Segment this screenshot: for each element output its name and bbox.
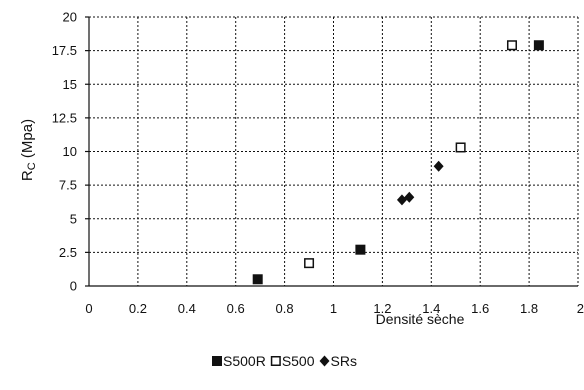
point-s500r-0 bbox=[252, 274, 263, 285]
legend-label-s500r: S500R bbox=[223, 353, 266, 369]
y-tick-label-7: 17.5 bbox=[52, 43, 77, 58]
point-srs-2 bbox=[433, 160, 444, 172]
grid-lines bbox=[89, 16, 579, 286]
x-tick-label-6: 1.2 bbox=[373, 301, 391, 316]
legend-marker-s500 bbox=[270, 356, 281, 366]
x-tick-labels: 0 0.2 0.4 0.6 0.8 1 1.2 1.4 1.6 1.8 2 bbox=[85, 301, 584, 316]
legend: S500R S500 SRs bbox=[212, 353, 357, 369]
x-tick-label-1: 0.2 bbox=[129, 301, 147, 316]
point-s500-1 bbox=[455, 142, 466, 153]
x-tick-label-2: 0.4 bbox=[178, 301, 196, 316]
axes bbox=[85, 16, 578, 287]
legend-label-s500: S500 bbox=[282, 353, 315, 369]
y-tick-label-6: 15 bbox=[63, 77, 77, 92]
y-axis-label: RC (Mpa) bbox=[19, 119, 38, 181]
y-tick-label-3: 7.5 bbox=[59, 178, 77, 193]
legend-marker-s500r bbox=[212, 356, 222, 366]
x-tick-label-10: 2 bbox=[577, 301, 584, 316]
y-tick-label-1: 2.5 bbox=[59, 245, 77, 260]
y-tick-label-5: 12.5 bbox=[52, 110, 77, 125]
y-tick-label-0: 0 bbox=[70, 279, 77, 294]
data-points bbox=[252, 40, 544, 285]
y-tick-labels: 0 2.5 5 7.5 10 12.5 15 17.5 20 bbox=[52, 10, 77, 294]
y-tick-label-2: 5 bbox=[70, 211, 77, 226]
x-tick-label-0: 0 bbox=[85, 301, 92, 316]
x-tick-label-3: 0.6 bbox=[227, 301, 245, 316]
point-s500-0 bbox=[304, 258, 315, 269]
y-tick-label-4: 10 bbox=[63, 144, 77, 159]
x-tick-label-5: 1 bbox=[330, 301, 337, 316]
point-s500r-1 bbox=[355, 244, 366, 255]
x-tick-label-9: 1.8 bbox=[520, 301, 538, 316]
x-axis-label: Densité sèche bbox=[376, 311, 465, 327]
legend-label-srs: SRs bbox=[331, 353, 357, 369]
x-tick-label-8: 1.6 bbox=[471, 301, 489, 316]
x-tick-label-4: 0.8 bbox=[276, 301, 294, 316]
point-s500-2 bbox=[506, 40, 517, 51]
legend-marker-srs bbox=[319, 355, 330, 367]
point-s500r-2 bbox=[533, 40, 544, 51]
y-tick-label-8: 20 bbox=[63, 10, 77, 25]
point-srs-1 bbox=[404, 191, 415, 203]
x-tick-label-7: 1.4 bbox=[422, 301, 440, 316]
